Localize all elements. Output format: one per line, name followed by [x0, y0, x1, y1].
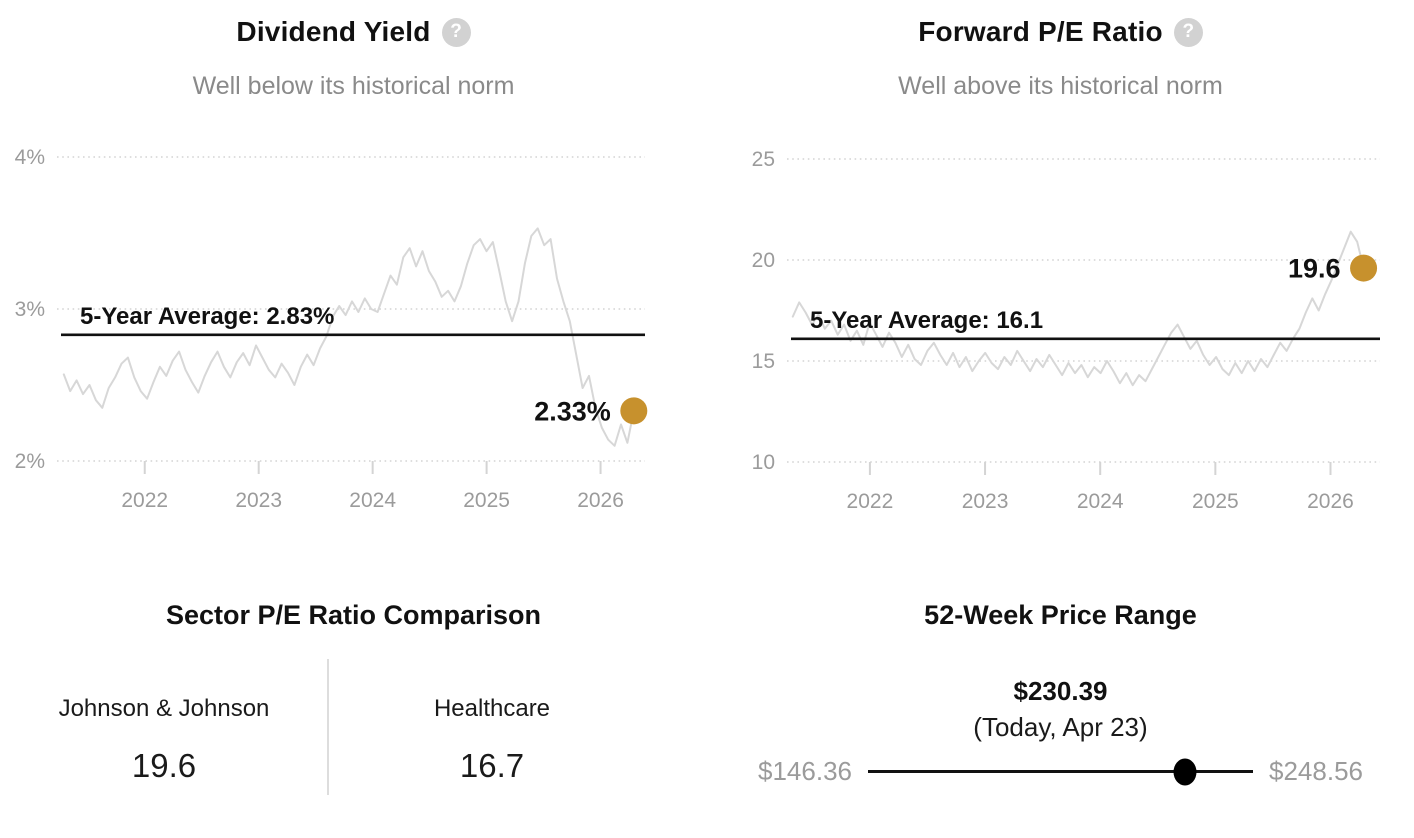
x-tick-label: 2025 [1192, 490, 1239, 513]
price-range-slider: $146.36 $248.56 [707, 756, 1414, 787]
range-line [868, 770, 1253, 773]
forward-pe-header: Forward P/E Ratio ? [707, 16, 1414, 48]
y-tick-label: 20 [752, 249, 775, 272]
sector-name: Healthcare [433, 695, 551, 722]
range-track [868, 758, 1253, 786]
sector-comparison-sector-col: Healthcare 16.7 [328, 659, 656, 785]
y-tick-label: 15 [752, 350, 775, 373]
sector-comparison-company-col: Johnson & Johnson 19.6 [0, 659, 328, 785]
series-line [62, 227, 635, 447]
x-tick-label: 2024 [349, 489, 396, 512]
company-name: Johnson & Johnson [58, 695, 270, 722]
average-label: 5-Year Average: 2.83% [80, 303, 334, 330]
range-min-label: $146.36 [758, 756, 852, 786]
y-tick-label: 2% [15, 450, 45, 473]
x-tick-label: 2025 [463, 489, 510, 512]
x-tick-label: 2026 [1307, 490, 1354, 513]
dividend-yield-panel: Dividend Yield ? Well below its historic… [0, 0, 707, 560]
x-tick-label: 2023 [235, 489, 282, 512]
x-tick-label: 2022 [121, 489, 168, 512]
help-icon[interactable]: ? [1173, 17, 1203, 47]
average-label: 5-Year Average: 16.1 [810, 307, 1043, 334]
y-tick-label: 4% [15, 146, 45, 169]
x-tick-label: 2024 [1077, 490, 1124, 513]
range-max-label: $248.56 [1269, 756, 1363, 786]
current-value-label: 19.6 [1288, 254, 1341, 284]
column-divider [327, 659, 329, 795]
today-date-label: (Today, Apr 23) [973, 712, 1148, 742]
dividend-yield-chart: 4% 3% 2% 2022 2023 2024 2025 2026 5-Year Average… [15, 146, 648, 512]
series-line [791, 230, 1365, 387]
x-tick-label: 2026 [577, 489, 624, 512]
current-value-label: 2.33% [534, 396, 611, 426]
current-value-dot [620, 397, 648, 425]
price-range-handle [1173, 758, 1197, 785]
dividend-yield-header: Dividend Yield ? [0, 16, 707, 48]
dividend-yield-subtitle: Well below its historical norm [192, 72, 515, 100]
forward-pe-subtitle: Well above its historical norm [898, 72, 1223, 100]
y-tick-label: 10 [752, 451, 775, 474]
company-pe-value: 19.6 [131, 747, 197, 784]
forward-pe-chart: 25 20 15 10 2022 2023 2024 2025 2026 5-Year Avera… [752, 148, 1380, 513]
forward-pe-panel: Forward P/E Ratio ? Well above its histo… [707, 0, 1414, 560]
sector-comparison-panel: Sector P/E Ratio Comparison Johnson & Jo… [0, 560, 707, 838]
price-range-panel: 52-Week Price Range $230.39 (Today, Apr … [707, 560, 1414, 838]
dividend-yield-title: Dividend Yield [236, 16, 431, 47]
help-icon[interactable]: ? [441, 17, 471, 47]
x-tick-label: 2022 [847, 490, 894, 513]
sector-comparison-title: Sector P/E Ratio Comparison [165, 600, 542, 630]
price-range-title: 52-Week Price Range [924, 600, 1197, 630]
sector-pe-value: 16.7 [459, 747, 525, 784]
sector-comparison-table: Johnson & Johnson 19.6 Healthcare 16.7 [0, 659, 656, 795]
y-tick-label: 3% [15, 298, 45, 321]
forward-pe-title: Forward P/E Ratio [918, 16, 1163, 47]
x-tick-label: 2023 [962, 490, 1009, 513]
current-value-dot [1350, 254, 1378, 282]
today-price-label: $230.39 [1013, 676, 1108, 706]
y-tick-label: 25 [752, 148, 775, 171]
